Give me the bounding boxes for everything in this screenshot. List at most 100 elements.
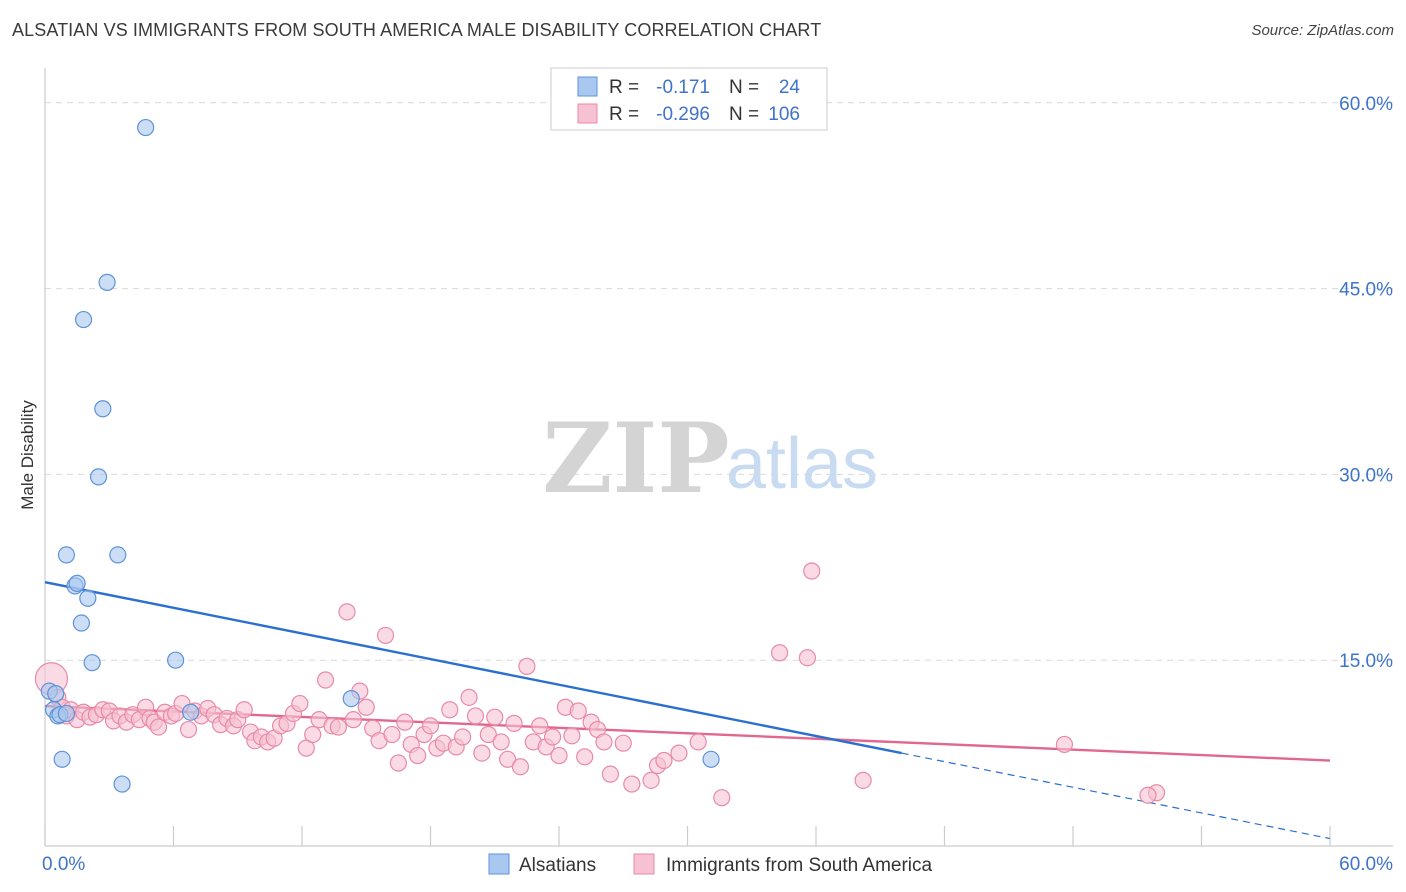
immigrant-point: [670, 744, 688, 762]
immigrant-point: [576, 748, 594, 766]
legend-bottom-swatch-immigrants: [633, 853, 655, 875]
immigrant-point: [550, 746, 568, 765]
alsatian-point: [98, 273, 116, 291]
immigrant-point: [492, 733, 510, 751]
immigrant-point: [389, 754, 407, 772]
immigrant-point: [531, 717, 549, 735]
immigrant-point: [563, 727, 581, 745]
immigrant-point: [421, 717, 440, 735]
legend-bottom-swatch-alsatians: [488, 853, 510, 875]
immigrant-point: [689, 733, 707, 751]
x-tick-label: 0.0%: [42, 854, 85, 875]
immigrant-point: [486, 708, 504, 726]
immigrant-point: [454, 728, 472, 746]
immigrant-point: [655, 751, 673, 770]
alsatian-point: [137, 118, 155, 137]
alsatian-point: [342, 689, 360, 708]
legend-bottom-label-immigrants: Immigrants from South America: [666, 855, 933, 876]
immigrants-trend-line: [44, 704, 1331, 762]
immigrant-point: [601, 765, 620, 783]
immigrant-point: [338, 603, 356, 621]
immigrant-point: [357, 698, 375, 716]
immigrant-point: [499, 750, 517, 768]
immigrant-point: [518, 657, 536, 675]
immigrant-point: [235, 701, 253, 719]
trend-lines: [44, 580, 1331, 840]
alsatian-point: [89, 468, 108, 486]
y-tick-label: 30.0%: [1339, 465, 1393, 486]
immigrant-point: [304, 725, 322, 744]
alsatian-point: [83, 654, 101, 672]
immigrant-point: [543, 728, 562, 746]
alsatians-trend-extension: [901, 752, 1331, 840]
immigrant-point: [1055, 735, 1074, 754]
alsatian-point: [109, 546, 127, 564]
immigrant-point: [623, 775, 641, 793]
legend-n-value-1: 24: [779, 77, 801, 98]
alsatian-point: [74, 310, 93, 329]
immigrant-point: [396, 713, 414, 731]
source-label: Source: ZipAtlas.com: [1251, 22, 1394, 39]
watermark: ZIP atlas: [542, 402, 878, 515]
immigrant-point: [569, 702, 587, 720]
grid-lines: [45, 102, 1393, 661]
immigrant-point: [466, 707, 485, 725]
immigrant-point: [179, 720, 198, 739]
immigrant-point: [291, 694, 309, 713]
legend-r-value-2: -0.296: [656, 104, 710, 125]
legend-r-value-1: -0.171: [656, 77, 710, 98]
immigrant-point: [441, 701, 459, 719]
alsatian-point: [113, 775, 131, 793]
alsatian-point: [94, 400, 112, 418]
alsatian-point: [167, 651, 185, 669]
immigrant-point: [770, 644, 789, 662]
legend-n-label-2: N =: [729, 104, 759, 125]
immigrant-point: [511, 758, 530, 776]
immigrant-point: [1139, 786, 1157, 804]
immigrant-point: [595, 733, 613, 751]
immigrant-point: [344, 711, 362, 729]
alsatians-trend-line: [44, 580, 902, 755]
correlation-legend: R = -0.171 N = 24 R = -0.296 N = 106: [550, 67, 828, 131]
immigrant-point: [479, 725, 497, 744]
immigrant-point: [316, 671, 335, 689]
legend-swatch-alsatians: [577, 76, 598, 97]
immigrant-point: [383, 725, 401, 744]
axes: [44, 68, 1393, 847]
legend-r-label-2: R =: [609, 104, 639, 125]
alsatian-point: [53, 750, 71, 768]
immigrant-point: [713, 789, 731, 807]
immigrant-point: [409, 746, 427, 765]
immigrant-point: [798, 649, 817, 667]
immigrant-point: [460, 688, 478, 706]
legend-n-label-1: N =: [729, 77, 759, 98]
immigrant-point: [614, 734, 632, 752]
chart-title: ALSATIAN VS IMMIGRANTS FROM SOUTH AMERIC…: [12, 20, 822, 40]
x-tick-label: 60.0%: [1339, 854, 1393, 875]
data-points: [34, 118, 1166, 807]
alsatian-point: [72, 614, 91, 632]
alsatian-point: [702, 750, 720, 768]
watermark-zip: ZIP: [542, 402, 729, 515]
tick-labels: 15.0% 30.0% 45.0% 60.0% 0.0% 60.0%: [42, 94, 1393, 875]
y-tick-label: 15.0%: [1339, 651, 1393, 672]
immigrant-point: [642, 771, 660, 789]
immigrant-point: [854, 771, 872, 789]
immigrant-point: [376, 626, 395, 645]
y-tick-label: 60.0%: [1339, 94, 1393, 115]
alsatian-point: [79, 589, 97, 607]
alsatian-point: [68, 574, 86, 592]
watermark-atlas: atlas: [726, 424, 878, 504]
legend-bottom-label-alsatians: Alsatians: [519, 855, 596, 876]
alsatian-point: [57, 704, 76, 723]
y-tick-label: 45.0%: [1339, 280, 1393, 301]
alsatian-point: [47, 685, 65, 703]
immigrant-point: [149, 718, 168, 736]
alsatian-point: [182, 703, 200, 721]
immigrant-point: [473, 744, 491, 762]
immigrant-point: [505, 714, 523, 732]
legend-swatch-immigrants: [577, 103, 598, 124]
immigrant-point: [329, 718, 348, 736]
alsatian-point: [57, 546, 76, 564]
